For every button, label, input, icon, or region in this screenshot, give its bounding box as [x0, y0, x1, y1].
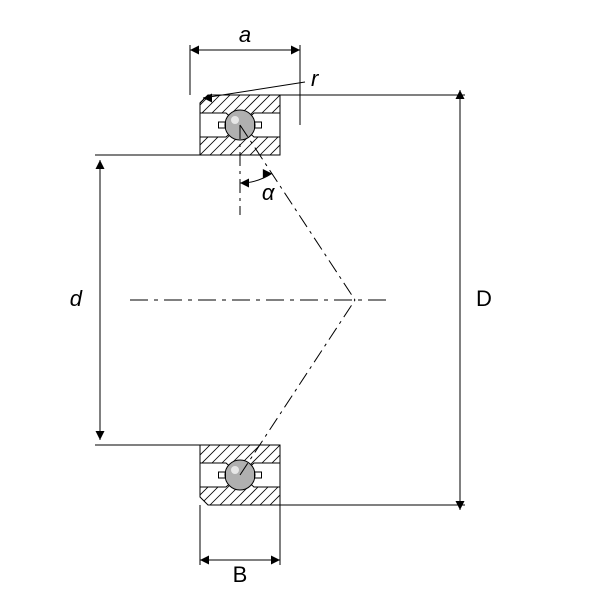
- cage-segment: [219, 122, 226, 128]
- label-a: a: [239, 22, 251, 47]
- label-d: d: [70, 286, 83, 311]
- bearing-cross-section-diagram: α a Bd Dr: [0, 0, 600, 600]
- contact-line-bot: [240, 300, 355, 475]
- label-r: r: [311, 66, 320, 91]
- label-alpha: α: [262, 180, 276, 205]
- cage-segment: [255, 472, 262, 478]
- cage-segment: [255, 122, 262, 128]
- label-B: B: [233, 562, 248, 587]
- cage-segment: [219, 472, 226, 478]
- contact-line-top: [240, 125, 355, 300]
- label-D: D: [476, 286, 492, 311]
